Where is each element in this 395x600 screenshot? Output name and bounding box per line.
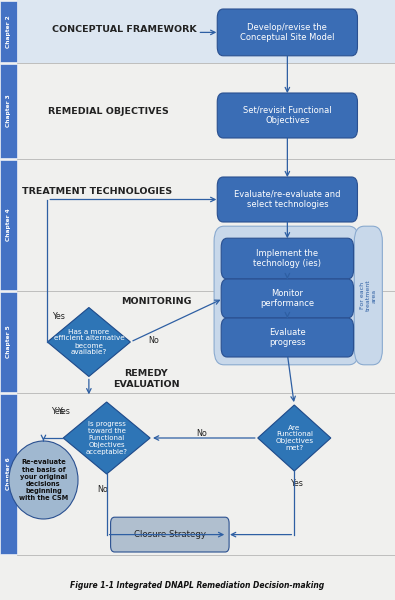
Text: Chapter 6: Chapter 6 xyxy=(6,458,11,490)
Polygon shape xyxy=(63,402,150,474)
Text: Is progress
toward the
Functional
Objectives
acceptable?: Is progress toward the Functional Object… xyxy=(86,421,128,455)
Polygon shape xyxy=(258,405,331,471)
Text: Yes: Yes xyxy=(52,312,65,322)
Text: For each
treatment
area: For each treatment area xyxy=(359,280,377,311)
Text: REMEDIAL OBJECTIVES: REMEDIAL OBJECTIVES xyxy=(48,107,169,115)
Text: Figure 1-1 Integrated DNAPL Remediation Decision-making: Figure 1-1 Integrated DNAPL Remediation … xyxy=(70,581,325,589)
Text: CONCEPTUAL FRAMEWORK: CONCEPTUAL FRAMEWORK xyxy=(52,25,197,34)
Text: Are
Functional
Objectives
met?: Are Functional Objectives met? xyxy=(275,425,313,451)
Text: Yes: Yes xyxy=(51,407,64,415)
Text: MONITORING: MONITORING xyxy=(121,296,191,305)
FancyBboxPatch shape xyxy=(111,517,229,552)
Text: Set/revisit Functional
Objectives: Set/revisit Functional Objectives xyxy=(243,106,332,125)
Text: Chapter 4: Chapter 4 xyxy=(6,209,11,241)
Text: Re-evaluate
the basis of
your original
decisions
beginning
with the CSM: Re-evaluate the basis of your original d… xyxy=(19,460,68,500)
FancyBboxPatch shape xyxy=(0,64,17,158)
Text: Evaluate
progress: Evaluate progress xyxy=(269,328,306,347)
FancyBboxPatch shape xyxy=(221,318,354,357)
FancyBboxPatch shape xyxy=(0,292,17,392)
Text: Closure Strategy: Closure Strategy xyxy=(134,530,206,539)
Text: Yes: Yes xyxy=(57,407,70,415)
Text: REMEDY
EVALUATION: REMEDY EVALUATION xyxy=(113,370,179,389)
Text: Yes: Yes xyxy=(290,479,303,487)
FancyBboxPatch shape xyxy=(0,394,17,554)
Text: Has a more
efficient alternative
become
available?: Has a more efficient alternative become … xyxy=(53,329,124,355)
Ellipse shape xyxy=(9,441,78,519)
Text: Monitor
performance: Monitor performance xyxy=(260,289,314,308)
Text: Develop/revise the
Conceptual Site Model: Develop/revise the Conceptual Site Model xyxy=(240,23,335,42)
Text: No: No xyxy=(97,485,108,493)
FancyBboxPatch shape xyxy=(217,9,357,56)
FancyBboxPatch shape xyxy=(217,93,357,138)
Text: No: No xyxy=(196,428,207,438)
FancyBboxPatch shape xyxy=(221,279,354,318)
FancyBboxPatch shape xyxy=(0,160,17,290)
FancyBboxPatch shape xyxy=(217,177,357,222)
Text: TREATMENT TECHNOLOGIES: TREATMENT TECHNOLOGIES xyxy=(22,187,172,196)
Text: Evaluate/re-evaluate and
select technologies: Evaluate/re-evaluate and select technolo… xyxy=(234,190,340,209)
FancyBboxPatch shape xyxy=(354,226,382,365)
Text: Chapter 2: Chapter 2 xyxy=(6,15,11,48)
Text: Chapter 3: Chapter 3 xyxy=(6,95,11,127)
FancyBboxPatch shape xyxy=(0,1,17,62)
FancyBboxPatch shape xyxy=(17,0,395,63)
FancyBboxPatch shape xyxy=(221,238,354,279)
Text: Implement the
technology (ies): Implement the technology (ies) xyxy=(253,249,322,268)
Text: Chapter 5: Chapter 5 xyxy=(6,326,11,358)
Polygon shape xyxy=(47,307,130,377)
FancyBboxPatch shape xyxy=(214,226,359,365)
Text: No: No xyxy=(149,336,160,346)
